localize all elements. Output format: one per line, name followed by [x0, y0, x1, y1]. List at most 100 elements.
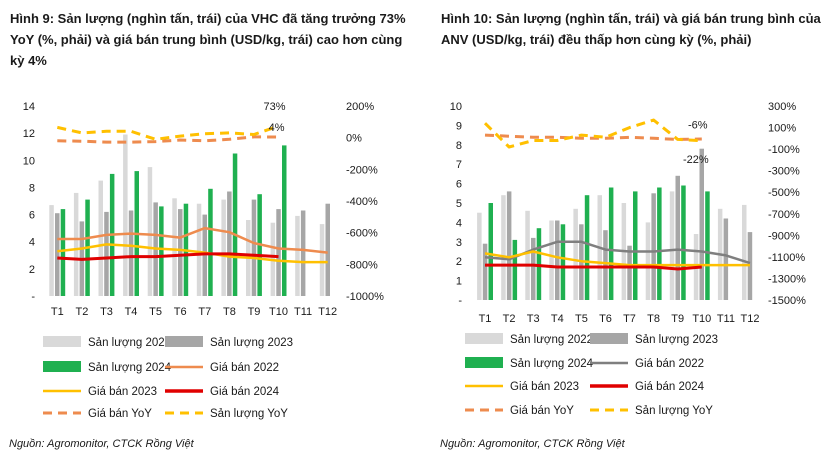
legend-label: Giá bán 2022 [635, 358, 704, 370]
x-tick-label: T11 [717, 313, 735, 325]
bar-2-T4 [555, 220, 560, 300]
bar-1-T5 [147, 167, 153, 296]
series-line-3 [485, 263, 702, 271]
legend-swatch [165, 336, 203, 347]
x-tick-label: T12 [318, 306, 337, 318]
legend-swatch [590, 333, 628, 344]
bar-1-T4 [549, 220, 554, 300]
x-tick-label: T1 [479, 313, 492, 325]
bar-2-T9 [251, 199, 257, 296]
chart-anv: - 1 2 3 4 5 6 7 8 9 10 -1500% -1300% -1100% -900% -700%… [450, 101, 806, 417]
legend-label: Giá bán 2024 [210, 386, 280, 398]
legend-label: Sản lượng 2022 [88, 337, 171, 349]
y-tick-label: 2 [29, 264, 35, 276]
x-tick-label: T1 [51, 306, 64, 318]
legend-label: Sản lượng 2024 [88, 362, 172, 374]
bar-2-T11 [300, 210, 306, 296]
bar-3-T5 [584, 195, 590, 300]
y-tick-label: 5 [456, 198, 462, 210]
x-tick-label: T5 [575, 313, 588, 325]
y-tick-label: 12 [23, 128, 35, 140]
bar-1-T8 [221, 199, 226, 296]
y-tick-label: 10 [450, 101, 462, 113]
x-tick-label: T2 [503, 313, 516, 325]
source-note-right: Nguồn: Agromonitor, CTCK Rồng Việt [440, 438, 625, 450]
series-line-2 [57, 243, 328, 264]
x-tick-label: T2 [75, 306, 88, 318]
bar-1-T6 [172, 198, 177, 296]
bar-3-T1 [488, 203, 493, 300]
y2-tick-label: 300% [768, 101, 796, 113]
series-line-3 [57, 252, 279, 261]
bar-2-T3 [104, 211, 109, 296]
bar-1-T9 [669, 191, 675, 300]
bar-3-T5 [159, 206, 164, 296]
y-tick-label: 14 [23, 101, 35, 113]
x-tick-label: T7 [623, 313, 636, 325]
y2-tick-label: -200% [346, 164, 378, 176]
legend-label: Giá bán 2023 [510, 381, 579, 393]
x-tick-label: T11 [294, 306, 312, 318]
bar-2-T8 [651, 193, 656, 300]
y-tick-label: - [458, 295, 462, 307]
y2-tick-label: -1100% [768, 252, 805, 264]
bar-2-T4 [128, 210, 134, 296]
y2-tick-label: 200% [346, 101, 374, 113]
bar-3-T10 [705, 191, 710, 300]
bar-1-T1 [49, 205, 54, 296]
bar-3-T8 [657, 187, 662, 300]
x-tick-label: T9 [248, 306, 261, 318]
series-line-4 [57, 135, 279, 144]
y-tick-label: 4 [456, 217, 462, 229]
legend-label: Sản lượng YoY [210, 408, 288, 420]
y-tick-label: 8 [29, 182, 35, 194]
legend-swatch [465, 357, 503, 368]
y-tick-label: 9 [456, 120, 462, 132]
legend-label: Sản lượng 2023 [210, 337, 293, 349]
y-tick-label: 8 [456, 140, 462, 152]
bar-1-T2 [73, 192, 79, 296]
annotation-label: 73% [264, 101, 286, 113]
y2-tick-label: -400% [346, 196, 378, 208]
legend-label: Sản lượng YoY [635, 405, 713, 417]
y2-tick-label: -1300% [768, 273, 806, 285]
series-line-2 [484, 250, 750, 267]
y2-tick-label: -300% [768, 166, 800, 178]
bar-3-T1 [60, 209, 66, 296]
bar-2-T3 [531, 237, 536, 300]
y2-tick-label: -800% [346, 259, 378, 271]
series-line-1 [57, 226, 328, 254]
series-line-5 [483, 118, 702, 149]
bar-1-T11 [295, 215, 300, 296]
x-tick-label: T5 [149, 306, 162, 318]
bar-2-T2 [506, 191, 512, 300]
bar-1-T1 [477, 212, 482, 300]
bar-1-T7 [196, 203, 202, 296]
y2-tick-label: -100% [768, 144, 800, 156]
chart-title-left: Hình 9: Sản lượng (nghìn tấn, trái) của … [10, 11, 406, 68]
x-tick-label: T6 [174, 306, 187, 318]
bar-2-T1 [482, 243, 488, 300]
y-tick-label: 4 [29, 237, 35, 249]
y2-tick-label: 0% [346, 133, 362, 145]
y2-tick-label: -900% [768, 230, 800, 242]
y-tick-label: 1 [456, 276, 462, 288]
legend-swatch [465, 333, 503, 344]
bar-1-T3 [98, 180, 103, 296]
bar-2-T6 [178, 209, 183, 296]
annotation-label: -22% [683, 154, 709, 166]
bar-1-T12 [742, 204, 747, 300]
bar-2-T10 [276, 209, 281, 296]
legend-label: Giá bán YoY [510, 405, 574, 417]
bar-3-T4 [560, 224, 566, 300]
bar-3-T10 [282, 145, 287, 296]
source-note-left: Nguồn: Agromonitor, CTCK Rồng Việt [9, 438, 194, 450]
annotation-label: 4% [269, 122, 285, 134]
legend-label: Sản lượng 2022 [510, 334, 593, 346]
bar-2-T9 [675, 175, 680, 300]
x-tick-label: T8 [223, 306, 236, 318]
legend-label: Giá bán 2022 [210, 362, 279, 374]
x-tick-label: T3 [100, 306, 113, 318]
y2-tick-label: -600% [346, 228, 378, 240]
